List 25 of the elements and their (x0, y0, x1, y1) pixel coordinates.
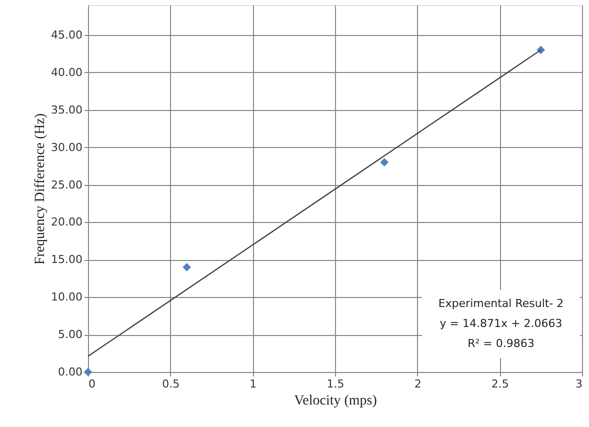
annotation: R² = 0.9863 (468, 337, 534, 350)
x-tick-label: 1 (250, 378, 257, 390)
y-tick-label: 40.00 (51, 66, 82, 79)
x-tick-label: 2.5 (491, 378, 509, 390)
y-tick-label: 0.00 (58, 366, 82, 378)
y-axis-title: Frequency Difference (Hz) (33, 113, 48, 265)
y-tick-label: 10.00 (51, 290, 82, 304)
point (380, 158, 389, 166)
y-tick-label: 15.00 (51, 253, 82, 266)
x-tick-label: 3 (576, 378, 582, 390)
y-tick-label: 20.00 (51, 216, 82, 229)
y-tick-label: 25.00 (51, 178, 82, 192)
annotation: Experimental Result- 2 (438, 297, 564, 310)
point (84, 368, 92, 376)
x-axis-title: Velocity (mps) (294, 394, 378, 408)
x-tick-label: 1.5 (326, 378, 344, 390)
y-tick-label: 5.00 (58, 328, 82, 342)
point (182, 262, 191, 272)
x-tick-label: 0.5 (162, 378, 180, 390)
annotation: y = 14.871x + 2.0663 (440, 317, 562, 330)
y-tick-label: 45.00 (51, 28, 82, 42)
x-tick-label: 0 (88, 378, 96, 390)
y-tick-label: 30.00 (51, 140, 82, 154)
y-tick-label: 35.00 (51, 103, 82, 116)
x-tick-label: 2 (414, 378, 422, 390)
